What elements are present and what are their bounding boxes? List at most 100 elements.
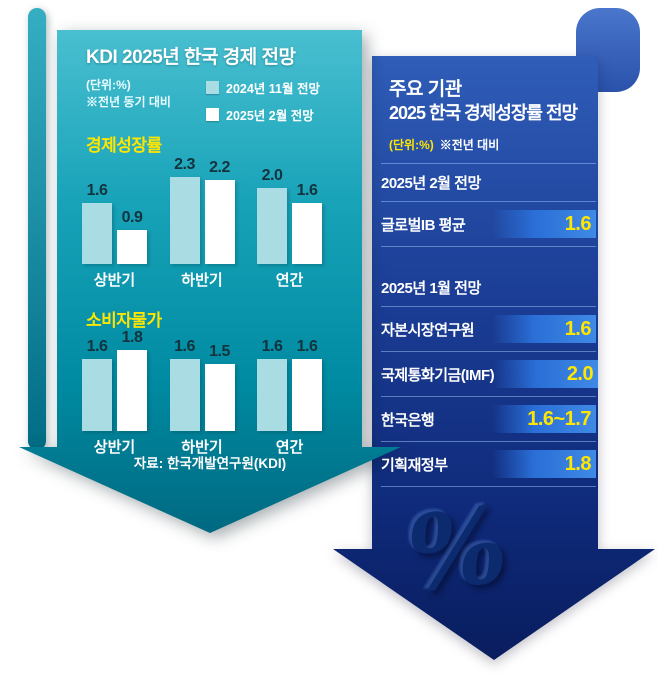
bar-value-label: 2.3 [174,155,195,173]
bar-value-label: 1.6 [261,338,283,355]
bar-pair: 2.3 2.2 [169,155,235,264]
bar [292,203,322,264]
forecast-value: 1.6 [564,317,592,340]
category-label: 상반기 [93,272,136,289]
legend-item: 2024년 11월 전망 [206,78,320,97]
right-meta: (단위:%) ※전년 대비 [389,136,499,153]
bar [117,229,147,264]
bar-group: 1.6 1.8 상반기 [82,329,147,457]
divider-line [381,351,596,352]
divider-line [381,163,596,164]
cpi-chart-bars: 1.6 1.8 상반기 1.6 1.5 하반기 1.6 1.6 연간 [82,329,322,457]
bar-value-label: 2.2 [209,159,230,177]
bar [117,350,147,431]
forecast-value: 1.6~1.7 [527,407,591,430]
category-label: 연간 [275,272,304,289]
divider-line [381,246,596,247]
divider-line [381,441,596,442]
right-unit-label: (단위:%) [389,138,434,152]
forecast-value: 2.0 [566,362,594,385]
section-header: 2025년 1월 전망 [381,280,481,297]
category-label: 하반기 [181,439,223,456]
bar-group: 2.3 2.2 하반기 [169,155,235,290]
bar-value-label: 1.5 [209,342,230,360]
bar-cell: 1.6 [82,182,112,264]
bar [82,203,112,264]
bar-cell: 1.6 [292,182,322,264]
bar-group: 2.0 1.6 연간 [257,156,322,290]
legend: 2024년 11월 전망 2025년 2월 전망 [206,78,320,124]
bar-cell: 1.6 [257,338,287,431]
bar-value-label: 1.6 [296,182,318,200]
legend-swatch [206,81,219,94]
bar [257,359,287,431]
bar-value-label: 1.8 [121,329,143,346]
institution-label: 국제통화기금(IMF) [381,366,495,384]
forecast-row: 국제통화기금(IMF) 2.0 [381,352,599,396]
forecast-row: 글로벌IB 평균 1.6 [381,202,596,246]
bar-value-label: 1.6 [174,338,195,355]
bar-group: 1.6 1.6 연간 [257,330,322,457]
bar [257,188,287,264]
divider-line [381,486,596,487]
bar-value-label: 0.9 [121,208,143,226]
category-label: 하반기 [181,272,223,289]
blue-down-arrow [333,56,655,660]
forecast-value: 1.8 [564,452,592,475]
institution-label: 기획재정부 [381,456,448,474]
divider-line [381,201,596,202]
forecast-table: 2025년 2월 전망 글로벌IB 평균 1.6 2025년 1월 전망 자본시장연구원… [381,163,599,487]
left-unit-label: (단위:%) [86,78,131,92]
bar-cell: 2.3 [169,155,200,264]
left-panel-title: KDI 2025년 한국 경제 전망 [86,47,296,68]
forecast-row: 기획재정부 1.8 [381,442,596,486]
right-note-label: ※전년 대비 [439,138,500,152]
bar-pair: 2.0 1.6 [257,156,322,264]
bar-cell: 0.9 [117,209,147,264]
teal-ribbon-fold [28,8,46,450]
bar [204,363,235,431]
source-credit: 자료: 한국개발연구원(KDI) [133,456,287,471]
bar-cell: 2.0 [257,167,287,264]
legend-item: 2025년 2월 전망 [206,105,320,124]
bar-group: 1.6 0.9 상반기 [82,156,147,290]
value-highlight: 1.8 [492,450,596,478]
institution-label: 한국은행 [381,411,435,429]
bar-cell: 1.6 [169,338,200,431]
bar-cell: 1.6 [82,338,112,431]
percent-symbol: % [400,482,514,617]
legend-swatch [206,108,219,121]
legend-item-label: 2025년 2월 전망 [226,109,314,123]
bar [82,359,112,431]
bar-pair: 1.6 1.6 [257,330,322,431]
bar-value-label: 1.6 [296,338,318,355]
value-highlight: 1.6~1.7 [492,405,596,433]
bar-pair: 1.6 1.8 [82,329,147,431]
bar-value-label: 1.6 [86,182,108,200]
cpi-chart-title: 소비자물가 [86,311,162,330]
forecast-value: 1.6 [564,212,592,235]
legend-item-label: 2024년 11월 전망 [226,82,320,96]
value-highlight: 2.0 [494,360,599,388]
bar-cell: 1.8 [117,329,147,431]
growth-chart-title: 경제성장률 [86,136,162,155]
left-note-label: ※전년 동기 대비 [86,95,171,109]
section-gap [381,247,596,269]
forecast-row: 자본시장연구원 1.6 [381,307,596,351]
bar-pair: 1.6 0.9 [82,156,147,264]
bar [292,359,322,431]
bar-value-label: 2.0 [261,167,283,184]
right-panel-title-line2: 2025 한국 경제성장률 전망 [389,103,578,123]
right-panel-title-line1: 주요 기관 [389,79,462,100]
bar-cell: 1.5 [204,342,235,431]
bar-pair: 1.6 1.5 [169,330,235,431]
institution-label: 자본시장연구원 [381,321,475,339]
value-highlight: 1.6 [492,210,596,238]
divider-line [381,396,596,397]
bar [204,180,235,264]
category-label: 상반기 [93,439,136,456]
bar-value-label: 1.6 [86,338,108,355]
bar-cell: 1.6 [292,338,322,431]
